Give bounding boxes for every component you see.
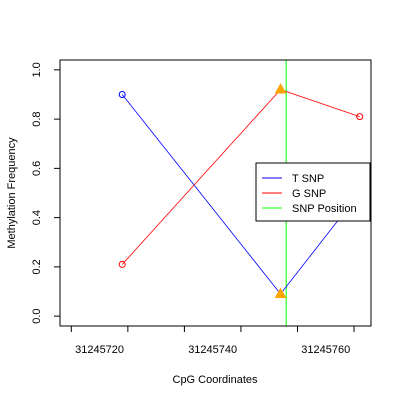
y-tick-label: 0.0 [31, 308, 43, 323]
y-tick-label: 0.2 [31, 259, 43, 274]
y-tick-label: 0.6 [31, 161, 43, 176]
legend-label: SNP Position [292, 203, 357, 215]
t-snp-snp-point-1 [274, 287, 287, 298]
g-snp-point-0 [118, 260, 126, 268]
x-tick-label: 31245760 [301, 344, 350, 356]
y-tick-label: 0.4 [31, 210, 43, 225]
g-snp-point-2 [356, 113, 364, 121]
x-tick-label: 31245720 [75, 344, 124, 356]
t-snp-point-0 [118, 90, 126, 98]
x-tick-label: 31245740 [188, 344, 237, 356]
y-tick-label: 1.0 [31, 62, 43, 77]
legend-label: T SNP [292, 173, 324, 185]
y-axis-label: Methylation Frequency [6, 137, 18, 249]
y-axis: 0.0 0.2 0.4 0.6 0.8 1.0 [31, 62, 61, 324]
legend: T SNP G SNP SNP Position [255, 162, 371, 222]
legend-label: G SNP [292, 188, 326, 200]
markers [118, 83, 364, 298]
g-snp-snp-point-1 [274, 83, 287, 94]
x-axis: 31245720 31245740 31245760 [70, 325, 355, 356]
x-axis-label: CpG Coordinates [173, 374, 258, 386]
legend-box [255, 162, 371, 222]
y-tick-label: 0.8 [31, 111, 43, 126]
